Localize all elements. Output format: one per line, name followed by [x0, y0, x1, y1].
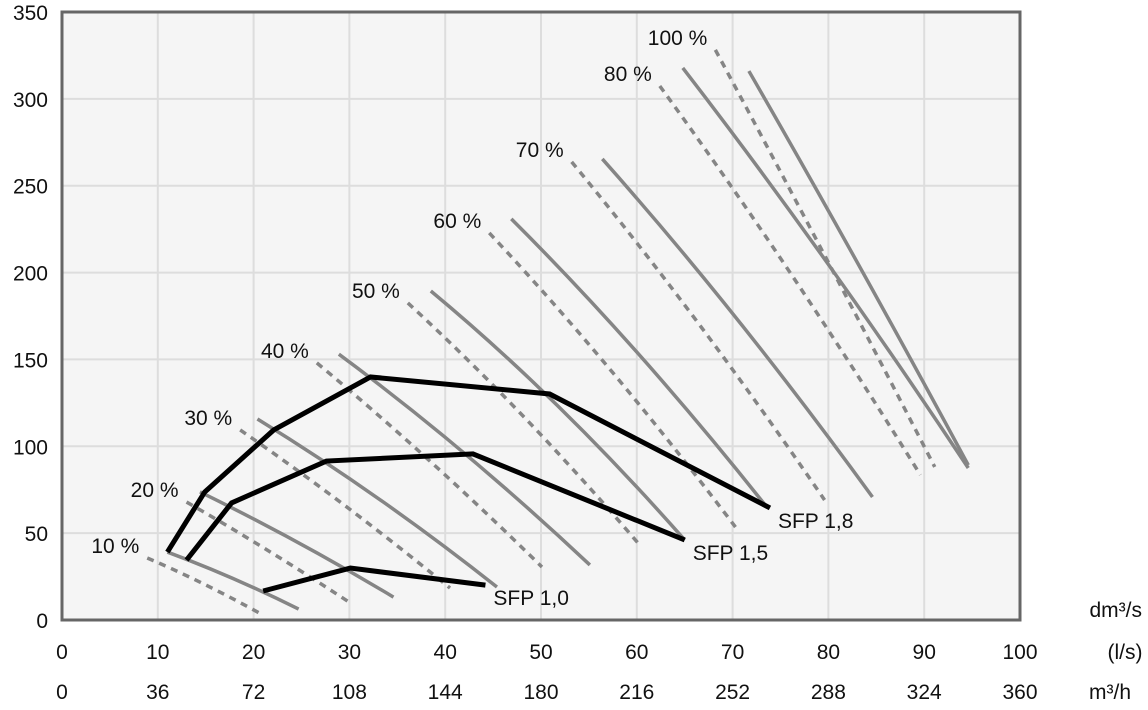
y-tick-label: 250 — [13, 176, 48, 199]
fan-curve-dashed-5 — [487, 231, 737, 529]
fan-curve-dashed-0 — [146, 556, 261, 615]
fan-curve-label: 80 % — [604, 63, 652, 86]
x-tick-label: 80 — [817, 641, 840, 664]
x-tick-label-secondary: 324 — [907, 681, 942, 704]
fan-curve-solid-6 — [601, 157, 874, 499]
x-tick-label-secondary: 180 — [523, 681, 558, 704]
y-tick-label: 350 — [13, 2, 48, 25]
x-tick-label: 10 — [146, 641, 169, 664]
x-tick-label: 50 — [529, 641, 552, 664]
sfp-line-1 — [184, 451, 686, 562]
fan-curve-solid-1 — [199, 490, 395, 599]
fan-curve-label: 40 % — [261, 340, 309, 363]
fan-curve-solid-5 — [510, 217, 767, 507]
fan-curve-dashed-6 — [570, 160, 827, 501]
fan-curve-label: 60 % — [433, 210, 481, 233]
x-tick-label: 60 — [625, 641, 648, 664]
fan-curve-dashed-7 — [658, 84, 922, 476]
sfp-label: SFP 1,8 — [778, 510, 854, 533]
y-tick-label: 150 — [13, 349, 48, 372]
curve-labels: 10 % 20 % 30 % 40 % 50 % 60 % 70 % 80 % 100 % SFP… — [91, 27, 853, 610]
sfp-label: SFP 1,0 — [493, 587, 569, 610]
unit-ls: (l/s) — [1108, 641, 1143, 664]
y-tick-label: 300 — [13, 89, 48, 112]
x-tick-label-secondary: 108 — [332, 681, 367, 704]
x-tick-label: 30 — [338, 641, 361, 664]
x-tick-label-secondary: 360 — [1002, 681, 1037, 704]
x-tick-label: 0 — [56, 641, 68, 664]
fan-curve-dashed-2 — [239, 428, 452, 590]
fan-curve-label: 100 % — [648, 27, 708, 50]
sfp-line-2 — [262, 565, 486, 594]
y-tick-label: 100 — [13, 436, 48, 459]
unit-dm3s: dm³/s — [1090, 599, 1143, 622]
fan-curve-label: 10 % — [91, 535, 139, 558]
x-tick-label: 20 — [242, 641, 265, 664]
x-tick-label-secondary: 144 — [428, 681, 463, 704]
y-tick-label: 0 — [36, 610, 48, 633]
fan-curve-dashed-3 — [315, 361, 544, 569]
fan-curve-label: 20 % — [131, 479, 179, 502]
tick-labels: 0 50 100 150 200 250 300 350 0 10 20 30 40 50 60 70 80 90… — [13, 2, 1038, 704]
x-tick-label-secondary: 252 — [715, 681, 750, 704]
fan-curve-dashed-1 — [185, 500, 352, 605]
sfp-line-0 — [165, 374, 772, 554]
x-tick-label: 70 — [721, 641, 744, 664]
x-tick-label-secondary: 72 — [242, 681, 265, 704]
fan-curve-label: 30 % — [184, 407, 232, 430]
fan-curve-dashed-8 — [713, 49, 937, 468]
fan-curve-solid-0 — [166, 550, 300, 611]
y-tick-label: 200 — [13, 263, 48, 286]
x-tick-label-secondary: 288 — [811, 681, 846, 704]
fan-curve-label: 50 % — [352, 280, 400, 303]
fan-curves — [146, 49, 970, 615]
fan-curve-solid-8 — [747, 70, 970, 466]
fan-curve-solid-2 — [256, 417, 499, 589]
x-tick-label-secondary: 0 — [56, 681, 68, 704]
fan-curve-solid-4 — [429, 289, 687, 542]
x-tick-label-secondary: 36 — [146, 681, 169, 704]
fan-curve-label: 70 % — [516, 139, 564, 162]
unit-m3h: m³/h — [1089, 681, 1131, 704]
sfp-lines — [165, 374, 772, 594]
sfp-label: SFP 1,5 — [693, 542, 769, 565]
x-tick-label: 90 — [913, 641, 936, 664]
x-tick-label: 40 — [434, 641, 457, 664]
x-tick-label-secondary: 216 — [619, 681, 654, 704]
x-tick-label: 100 — [1002, 641, 1037, 664]
plot-border — [60, 10, 1022, 622]
y-tick-label: 50 — [25, 523, 48, 546]
